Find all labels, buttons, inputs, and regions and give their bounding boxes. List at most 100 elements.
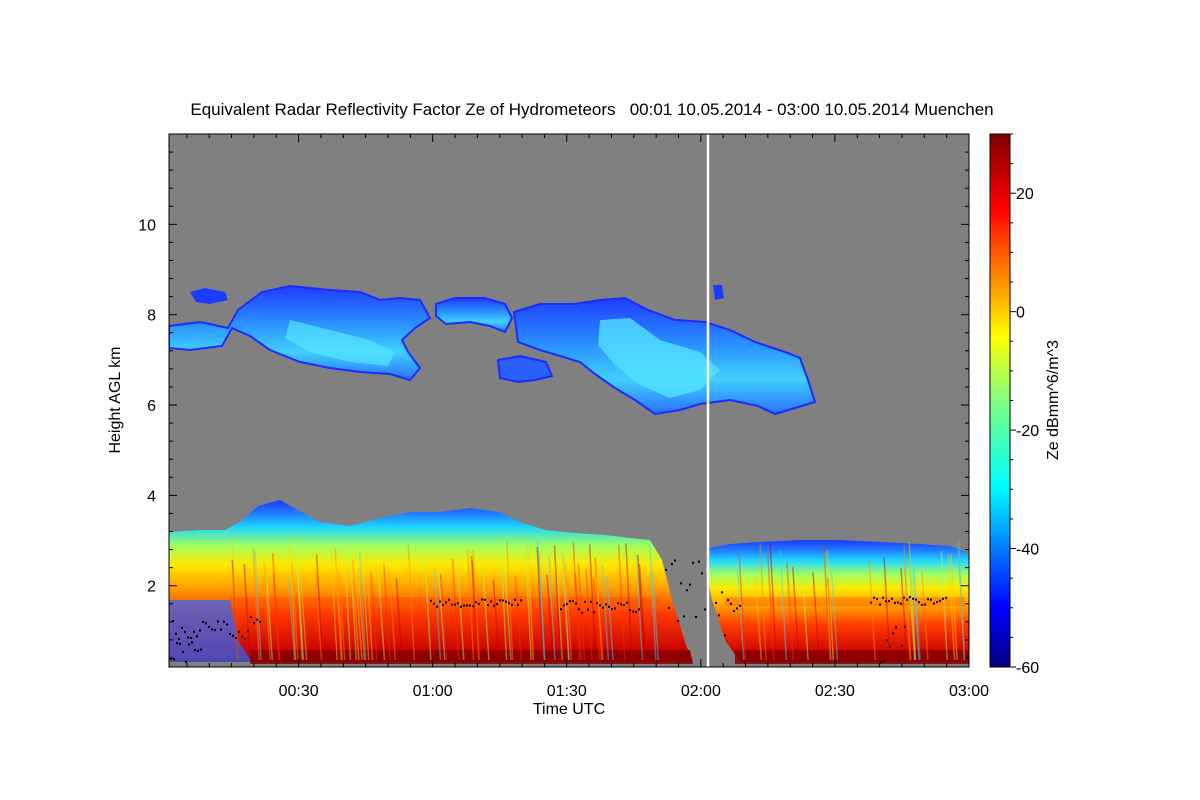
cloud-base-dot bbox=[895, 626, 897, 629]
cloud-base-dot bbox=[235, 637, 237, 640]
cloud-base-dot bbox=[903, 596, 905, 599]
colorbar-label: Ze dBmm^6/m^3 bbox=[1045, 340, 1062, 460]
colorbar-tick-label: 0 bbox=[1016, 305, 1025, 322]
cloud-base-dot bbox=[226, 623, 228, 626]
fall-streak bbox=[812, 572, 820, 661]
y-tick-label: 6 bbox=[147, 398, 156, 415]
fall-streak bbox=[606, 575, 614, 661]
plot-frame bbox=[168, 133, 970, 668]
upper-cloud-4-core bbox=[598, 318, 720, 398]
cloud-base-dot bbox=[179, 642, 181, 645]
cloud-base-dot bbox=[560, 608, 562, 611]
y-axis: 2 4 6 8 10 bbox=[138, 133, 969, 659]
cloud-base-dot bbox=[475, 601, 477, 604]
x-tick-label: 01:00 bbox=[413, 683, 453, 700]
cloud-base-dot bbox=[178, 637, 180, 640]
y-tick-label: 2 bbox=[147, 579, 156, 596]
cloud-base-dot bbox=[170, 657, 172, 660]
cloud-base-dot bbox=[184, 630, 186, 633]
fall-streak bbox=[377, 572, 386, 661]
fall-streak bbox=[830, 570, 839, 661]
cloud-base-dot bbox=[718, 614, 720, 617]
fall-streak bbox=[555, 552, 563, 661]
fall-streak bbox=[824, 552, 832, 661]
cloud-base-dot bbox=[918, 601, 920, 604]
fall-streak bbox=[291, 562, 299, 661]
fall-streak bbox=[361, 560, 370, 661]
cloud-base-dot bbox=[629, 609, 631, 612]
fall-streak bbox=[553, 545, 562, 661]
cloud-base-dot bbox=[182, 650, 184, 653]
colorbar-tick-label: -20 bbox=[1016, 423, 1039, 440]
fall-streak bbox=[826, 578, 835, 661]
cloud-base-dot bbox=[223, 620, 225, 623]
cloud-base-dot bbox=[876, 598, 878, 601]
cloud-base-dot bbox=[463, 604, 465, 607]
cloud-base-dot bbox=[608, 605, 610, 608]
cloud-base-dot bbox=[208, 625, 210, 628]
cloud-base-dot bbox=[520, 599, 522, 602]
fall-streak bbox=[957, 540, 966, 661]
cloud-base-dot bbox=[566, 603, 568, 606]
cloud-base-dot bbox=[496, 603, 498, 606]
fall-streak bbox=[868, 560, 876, 661]
y-axis-label: Height AGL km bbox=[107, 346, 124, 453]
cloud-base-dot bbox=[892, 632, 894, 635]
cloud-base-dot bbox=[445, 601, 447, 604]
fall-streak bbox=[482, 567, 490, 661]
fall-streak bbox=[395, 578, 403, 661]
cloud-base-dot bbox=[733, 609, 735, 612]
fall-streak bbox=[548, 554, 556, 661]
cloud-base-dot bbox=[930, 598, 932, 601]
fall-streak bbox=[736, 569, 745, 661]
fall-streak bbox=[754, 576, 763, 661]
fall-streak bbox=[271, 553, 280, 661]
fall-streak bbox=[451, 559, 460, 661]
fall-streak bbox=[338, 571, 346, 661]
x-tick-label: 03:00 bbox=[949, 683, 989, 700]
cloud-base-dot bbox=[481, 598, 483, 601]
cloud-base-dot bbox=[715, 601, 717, 604]
cloud-base-dot bbox=[695, 616, 697, 619]
cloud-base-dot bbox=[575, 602, 577, 605]
cloud-base-dot bbox=[199, 629, 201, 632]
cloud-base-dot bbox=[632, 610, 634, 613]
cloud-base-dot bbox=[511, 603, 513, 606]
fall-streak bbox=[388, 570, 397, 661]
fall-streak bbox=[273, 573, 281, 661]
cloud-base-dot bbox=[478, 602, 480, 605]
fall-streak bbox=[637, 555, 645, 661]
cloud-base-dot bbox=[172, 620, 174, 622]
cloud-base-dot bbox=[879, 603, 881, 606]
cloud-base-dot bbox=[229, 633, 231, 636]
fall-streak bbox=[908, 542, 917, 661]
cloud-base-dot bbox=[460, 605, 462, 608]
cloud-base-dot bbox=[898, 659, 900, 662]
fall-streak bbox=[526, 541, 535, 661]
cloud-base-dot bbox=[904, 625, 906, 628]
fall-streak bbox=[433, 568, 442, 661]
cloud-base-dot bbox=[886, 639, 888, 642]
fall-streak bbox=[617, 544, 626, 661]
fall-streak bbox=[471, 560, 479, 661]
fall-streak bbox=[826, 549, 835, 661]
cloud-base-dot bbox=[638, 608, 640, 611]
fall-streak bbox=[424, 554, 432, 661]
cloud-base-dot bbox=[572, 600, 574, 603]
cloud-base-dot bbox=[514, 598, 516, 601]
cloud-base-dot bbox=[194, 648, 196, 651]
cloud-base-dot bbox=[885, 600, 887, 603]
fall-streak bbox=[601, 564, 610, 661]
cloud-base-dot bbox=[247, 630, 249, 633]
cloud-base-dot bbox=[939, 599, 941, 602]
cloud-base-dot bbox=[727, 599, 729, 602]
cloud-base-dot bbox=[942, 597, 944, 600]
fall-streak bbox=[585, 569, 593, 661]
cloud-base-dot bbox=[499, 599, 501, 602]
cloud-base-dot bbox=[484, 598, 486, 601]
chart-title: Equivalent Radar Reflectivity Factor Ze … bbox=[190, 100, 993, 119]
fall-streak bbox=[457, 567, 465, 661]
cloud-base-dot bbox=[466, 604, 468, 607]
fall-streak bbox=[900, 567, 908, 661]
fall-streak bbox=[352, 559, 360, 661]
